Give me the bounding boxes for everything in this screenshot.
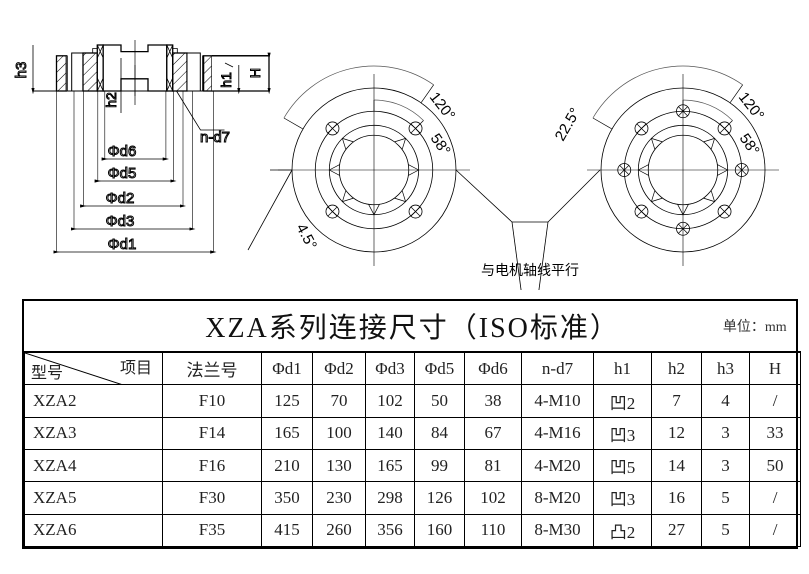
- svg-text:h2: h2: [103, 92, 119, 108]
- svg-text:120°: 120°: [426, 89, 459, 124]
- svg-text:与电机轴线平行: 与电机轴线平行: [481, 262, 579, 278]
- svg-text:4.5°: 4.5°: [292, 221, 320, 253]
- svg-text:n-d7: n-d7: [200, 129, 230, 146]
- svg-text:Φd6: Φd6: [108, 143, 137, 160]
- svg-text:120°: 120°: [735, 89, 768, 124]
- svg-text:Φd2: Φd2: [106, 190, 135, 207]
- svg-text:h1: h1: [218, 72, 234, 88]
- svg-text:Φd1: Φd1: [108, 236, 137, 253]
- svg-text:Φd5: Φd5: [108, 165, 137, 182]
- svg-text:22.5°: 22.5°: [552, 105, 584, 144]
- svg-text:Φd3: Φd3: [106, 213, 135, 230]
- svg-text:H: H: [247, 68, 263, 78]
- svg-text:h3: h3: [13, 62, 30, 79]
